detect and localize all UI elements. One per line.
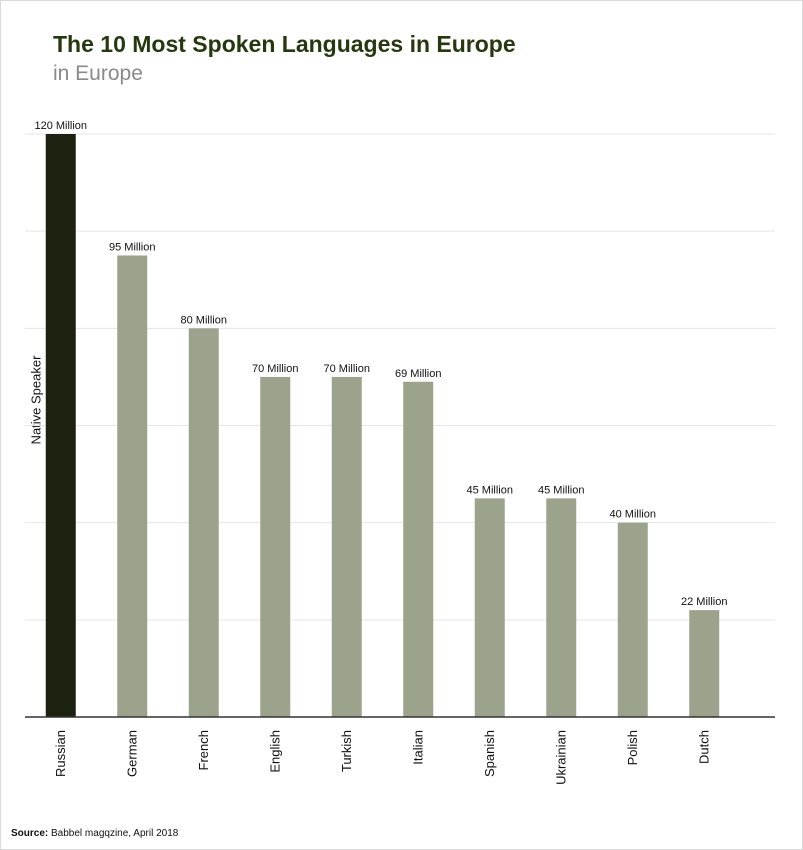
x-tick-label: German (124, 730, 139, 777)
bar-english (260, 376, 291, 717)
source-text: Babbel magqzine, April 2018 (51, 828, 179, 839)
data-label: 22 Million (681, 596, 727, 608)
data-label: 69 Million (395, 368, 441, 380)
x-tick-label: Polish (625, 730, 640, 765)
bar-german (117, 255, 148, 718)
data-label: 40 Million (610, 509, 656, 521)
data-label: 80 Million (181, 314, 227, 326)
bar-polish (617, 522, 648, 717)
x-tick-label: Ukrainian (553, 730, 568, 785)
source-note: Source: Babbel magqzine, April 2018 (11, 828, 178, 839)
bar-spanish (474, 498, 505, 717)
x-tick-label: Dutch (696, 730, 711, 764)
x-tick-label: Russian (53, 730, 68, 777)
x-tick-labels: Russian German French English Turkish Italian… (53, 730, 712, 785)
x-tick-label: Turkish (339, 730, 354, 772)
bar-italian (403, 381, 434, 717)
data-label: 45 Million (467, 484, 513, 496)
x-tick-label: French (196, 730, 211, 770)
bar-russian (45, 134, 76, 717)
x-tick-label: Spanish (482, 730, 497, 777)
data-label: 120 Million (34, 120, 87, 132)
x-tick-label: English (267, 730, 282, 773)
grid-lines (25, 133, 775, 621)
bar-ukrainian (546, 498, 577, 717)
data-label: 70 Million (252, 363, 298, 375)
bar-turkish (331, 376, 362, 717)
bar-dutch (689, 610, 720, 717)
chart-title: The 10 Most Spoken Languages in Europe (53, 31, 516, 57)
bar-french (188, 328, 219, 717)
data-label: 95 Million (109, 241, 155, 253)
data-label: 70 Million (324, 363, 370, 375)
data-label: 45 Million (538, 484, 584, 496)
bars (45, 134, 720, 718)
source-label: Source: (11, 828, 49, 839)
x-tick-label: Italian (410, 730, 425, 765)
data-labels: 120 Million 95 Million 80 Million 70 Millio… (34, 120, 727, 608)
chart-subtitle: in Europe (53, 62, 143, 85)
